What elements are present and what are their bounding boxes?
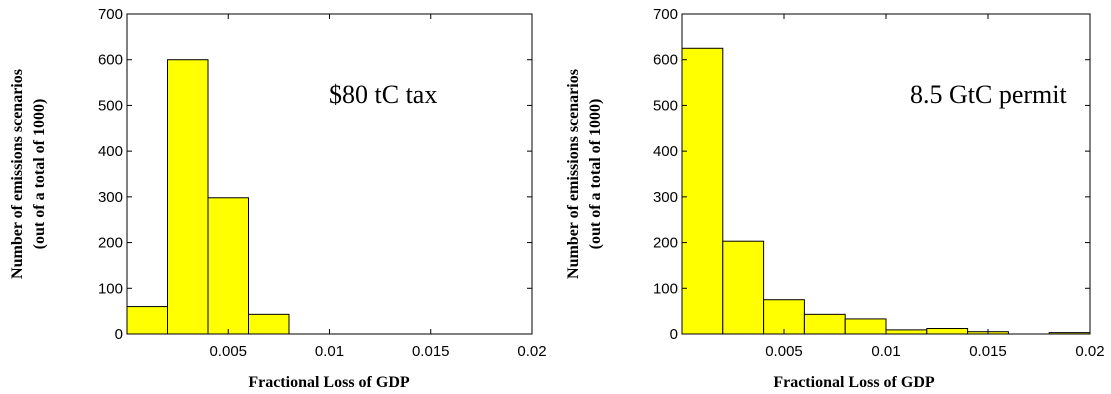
- left-y-tick-label: 100: [98, 280, 123, 297]
- left-y-tick-label: 0: [115, 326, 123, 343]
- right-y-tick-label: 600: [653, 52, 678, 69]
- left-bars: [126, 59, 290, 335]
- left-annotation: $80 tC tax: [329, 80, 437, 109]
- right-y-axis-title-line1: Number of emissions scenarios: [565, 69, 582, 279]
- left-x-tick-label: 0.01: [315, 343, 344, 360]
- right-histogram-panel: 0.005 0.01 0.015 0.02 0 100 200 300 400 500 600 700…: [565, 6, 1105, 391]
- left-x-axis-title: Fractional Loss of GDP: [248, 374, 410, 391]
- right-x-tick-label: 0.02: [1075, 343, 1104, 360]
- right-histogram-bar: [926, 328, 969, 335]
- right-y-tick-label: 100: [653, 280, 678, 297]
- right-y-axis-title-line2: (out of a total of 1000): [587, 99, 604, 250]
- right-histogram-bar: [885, 329, 928, 335]
- left-histogram-bar: [126, 306, 168, 335]
- right-y-tick-label: 200: [653, 235, 678, 252]
- left-x-tick-label: 0.02: [517, 343, 546, 360]
- right-histogram-bar: [803, 313, 846, 335]
- left-ticks: [127, 13, 533, 335]
- right-x-tick-label: 0.015: [969, 343, 1007, 360]
- right-histogram-bar: [722, 240, 765, 335]
- right-y-tick-label: 700: [653, 6, 678, 23]
- right-y-tick-label: 400: [653, 143, 678, 160]
- left-y-tick-label: 500: [98, 97, 123, 114]
- left-y-tick-label: 600: [98, 52, 123, 69]
- left-histogram-bar: [248, 313, 290, 335]
- left-y-tick-label: 400: [98, 143, 123, 160]
- left-x-tick-label: 0.015: [412, 343, 450, 360]
- right-x-tick-label: 0.005: [765, 343, 803, 360]
- left-x-tick-label: 0.005: [209, 343, 247, 360]
- right-histogram-bar: [681, 47, 724, 335]
- right-y-tick-label: 300: [653, 189, 678, 206]
- right-annotation: 8.5 GtC permit: [910, 80, 1067, 109]
- right-x-tick-label: 0.01: [871, 343, 900, 360]
- right-histogram-bar: [763, 299, 805, 335]
- left-histogram-bar: [207, 197, 249, 335]
- right-histogram-bar: [844, 318, 887, 335]
- right-ticks: [682, 13, 1091, 335]
- left-y-tick-label: 700: [98, 6, 123, 23]
- right-tick-labels: 0.005 0.01 0.015 0.02 0 100 200 300 400 500 600 700: [653, 6, 1105, 360]
- left-y-axis-title-line1: Number of emissions scenarios: [9, 69, 26, 279]
- left-y-axis-title-line2: (out of a total of 1000): [31, 99, 48, 250]
- right-x-axis-title: Fractional Loss of GDP: [773, 374, 935, 391]
- left-histogram-bar: [167, 59, 209, 335]
- left-tick-labels: 0.005 0.01 0.015 0.02 0 100 200 300 400 500 600 700: [98, 6, 547, 360]
- left-y-tick-label: 200: [98, 235, 123, 252]
- right-y-tick-label: 500: [653, 97, 678, 114]
- right-y-tick-label: 0: [670, 326, 678, 343]
- left-y-tick-label: 300: [98, 189, 123, 206]
- left-histogram-panel: 0.005 0.01 0.015 0.02 0 100 200 300 400 500 600 700…: [9, 6, 547, 391]
